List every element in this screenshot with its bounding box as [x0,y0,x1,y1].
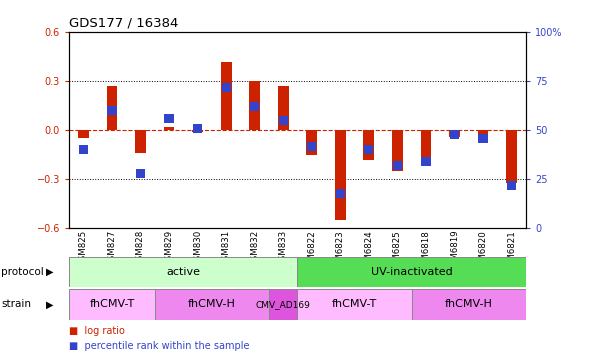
Bar [221,62,231,130]
Bar [297,289,412,320]
Text: UV-inactivated: UV-inactivated [371,267,453,277]
Bar [163,127,174,130]
Text: fhCMV-T: fhCMV-T [90,299,135,310]
Bar [249,81,260,130]
Bar [421,157,430,166]
Text: GDS177 / 16384: GDS177 / 16384 [69,16,178,30]
Text: protocol: protocol [1,267,44,277]
Bar [450,130,459,139]
Bar [278,86,288,130]
Bar [393,161,402,170]
Text: ▶: ▶ [46,267,53,277]
Text: CMV_AD169: CMV_AD169 [256,300,311,309]
Text: ■  log ratio: ■ log ratio [69,326,125,336]
Bar [69,257,297,287]
Bar [392,130,403,171]
Bar [155,289,269,320]
Bar [307,141,316,151]
Bar [307,130,317,155]
Bar [478,134,487,143]
Bar [192,130,203,132]
Bar [106,86,117,130]
Bar [136,169,145,178]
Bar [193,124,202,133]
Bar [79,145,88,155]
Bar [78,130,89,139]
Bar [449,130,460,137]
Text: fhCMV-H: fhCMV-H [445,299,493,310]
Bar [269,289,297,320]
Bar [69,289,155,320]
Bar [507,181,516,190]
Bar [364,130,374,160]
Bar [412,289,526,320]
Text: active: active [166,267,200,277]
Bar [165,114,174,123]
Text: ▶: ▶ [46,299,53,310]
Bar [279,116,288,125]
Bar [135,130,146,153]
Bar [336,188,345,198]
Text: fhCMV-T: fhCMV-T [332,299,377,310]
Bar [297,257,526,287]
Bar [364,145,373,155]
Text: ■  percentile rank within the sample: ■ percentile rank within the sample [69,341,249,351]
Bar [250,102,259,111]
Text: fhCMV-H: fhCMV-H [188,299,236,310]
Bar [506,130,517,183]
Text: strain: strain [1,299,31,310]
Bar [222,82,231,92]
Bar [421,130,432,163]
Bar [108,106,117,115]
Bar [478,130,489,137]
Bar [335,130,346,220]
